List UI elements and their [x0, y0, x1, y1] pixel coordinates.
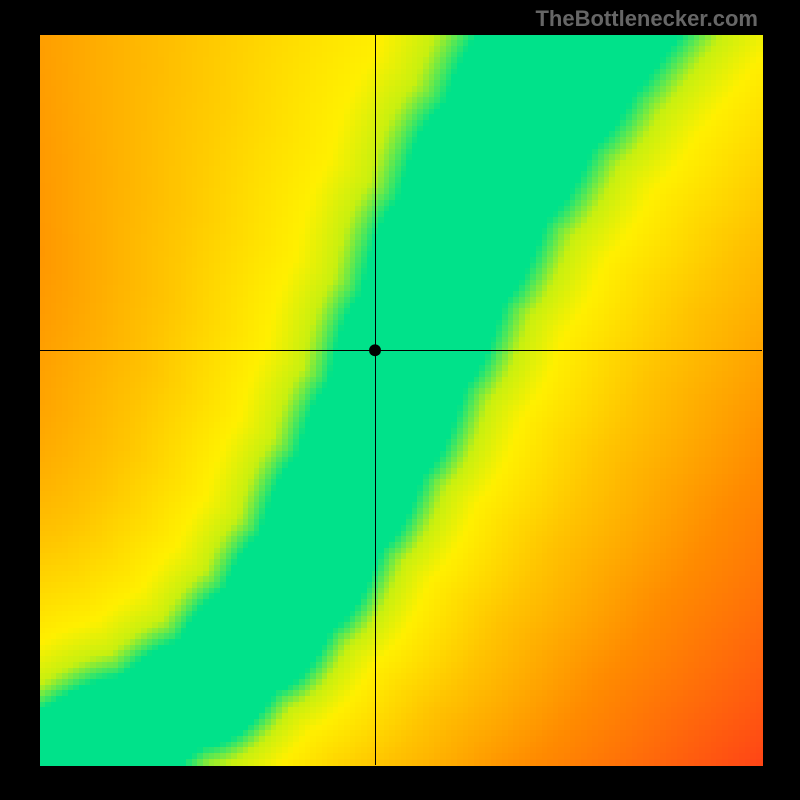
chart-container: TheBottlenecker.com [0, 0, 800, 800]
heatmap-canvas [0, 0, 800, 800]
watermark-text: TheBottlenecker.com [535, 6, 758, 32]
